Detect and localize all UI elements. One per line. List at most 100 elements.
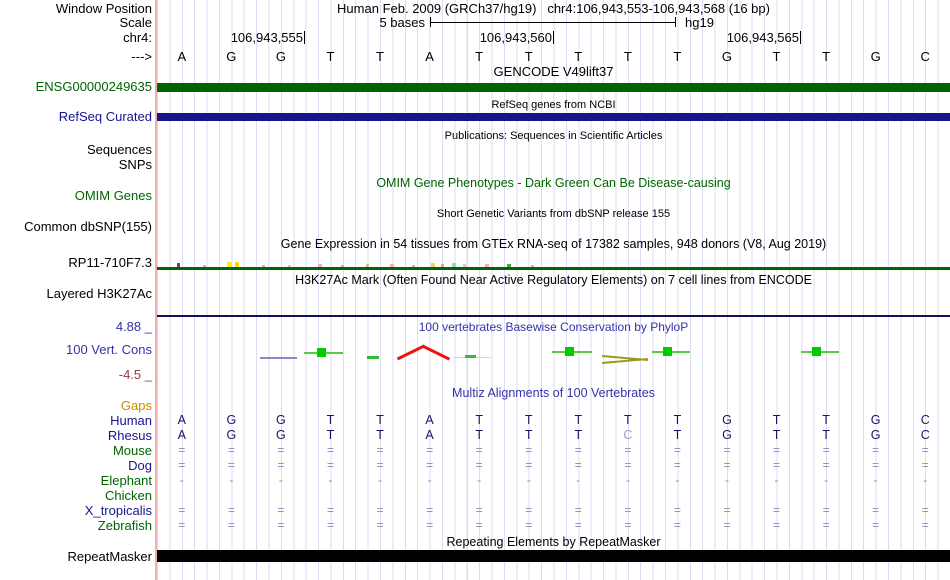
alignment-cell: = [426, 518, 434, 532]
gtex-gene-label[interactable]: RP11-710F7.3 [68, 255, 152, 270]
alignment-cell: G [870, 413, 881, 427]
species-label-elephant[interactable]: Elephant [100, 473, 152, 488]
alignment-cell: A [177, 428, 186, 442]
alignment-cell: = [574, 443, 582, 457]
sequence-base: G [721, 49, 733, 64]
alignment-cell: = [921, 518, 929, 532]
alignment-cell: = [574, 518, 582, 532]
multiz-track-title[interactable]: Multiz Alignments of 100 Vertebrates [452, 386, 655, 400]
alignment-cell: - [873, 473, 878, 487]
repeatmasker-track-title[interactable]: Repeating Elements by RepeatMasker [446, 535, 661, 549]
species-label-zebrafish[interactable]: Zebrafish [97, 518, 152, 533]
gtex-track-title[interactable]: Gene Expression in 54 tissues from GTEx … [280, 237, 827, 251]
alignment-cell: = [475, 458, 483, 472]
alignment-cell: T [772, 428, 781, 442]
layered-h3k27ac-label[interactable]: Layered H3K27Ac [46, 286, 152, 301]
alignment-cell: = [921, 503, 929, 517]
alignment-cell: = [277, 518, 285, 532]
snps-label[interactable]: SNPs [118, 157, 152, 172]
alignment-cell: = [574, 503, 582, 517]
alignment-cell: = [773, 503, 781, 517]
alignment-cell: G [226, 413, 237, 427]
species-label-chicken[interactable]: Chicken [105, 488, 152, 503]
sequence-base: G [226, 49, 237, 64]
conservation-track-title[interactable]: 100 vertebrates Basewise Conservation by… [418, 320, 689, 334]
gtex-expression-tick [262, 265, 265, 267]
alignment-cell: = [624, 518, 632, 532]
vert-cons-label[interactable]: 100 Vert. Cons [66, 342, 152, 357]
alignment-cell: = [723, 458, 731, 472]
alignment-cell: = [426, 458, 434, 472]
alignment-cell: T [624, 413, 632, 427]
dbsnp-track-title[interactable]: Short Genetic Variants from dbSNP releas… [436, 208, 671, 220]
alignment-cell: = [921, 458, 929, 472]
alignment-cell: T [673, 428, 682, 442]
conservation-glyph-hline [260, 357, 297, 359]
refseq-curated-label[interactable]: RefSeq Curated [58, 109, 152, 124]
alignment-cell: - [229, 473, 234, 487]
refseq-gene-bar[interactable] [157, 113, 950, 121]
alignment-cell: = [822, 518, 830, 532]
gencode-gene-bar[interactable] [157, 83, 950, 92]
gtex-expression-tick [235, 262, 239, 267]
gtex-expression-tick [390, 264, 394, 267]
sequence-base: T [623, 49, 632, 64]
species-label-dog[interactable]: Dog [128, 458, 152, 473]
sequence-base: A [177, 49, 187, 64]
coordinate-tick [304, 31, 305, 44]
refseq-track-title[interactable]: RefSeq genes from NCBI [491, 99, 616, 111]
species-label-rhesus[interactable]: Rhesus [107, 428, 152, 443]
species-label-gaps[interactable]: Gaps [120, 398, 152, 413]
alignment-cell: T [822, 428, 830, 442]
sequence-base: A [425, 49, 434, 64]
repeatmasker-element-bar[interactable] [157, 550, 950, 562]
gtex-gene-line[interactable] [157, 267, 950, 270]
arch-leg [422, 344, 451, 361]
alignment-cell: - [774, 473, 779, 487]
alignment-cell: = [376, 503, 384, 517]
conservation-track-topline [157, 315, 950, 317]
alignment-cell: = [178, 518, 186, 532]
gencode-gene-label[interactable]: ENSG00000249635 [35, 79, 152, 94]
h3k27ac-track-title[interactable]: H3K27Ac Mark (Often Found Near Active Re… [295, 273, 812, 287]
sequence-base: T [524, 49, 533, 64]
alignment-cell: T [524, 413, 533, 427]
assembly-name-label: hg19 [685, 15, 714, 30]
alignment-cell: = [723, 503, 731, 517]
alignment-cell: = [872, 458, 880, 472]
alignment-cell: T [772, 413, 781, 427]
scale-bases-label: 5 bases [379, 15, 425, 30]
publications-track-title[interactable]: Publications: Sequences in Scientific Ar… [444, 130, 663, 142]
gtex-expression-tick [203, 265, 206, 267]
common-dbsnp-label[interactable]: Common dbSNP(155) [24, 219, 152, 234]
alignment-cell: - [278, 473, 283, 487]
sequences-label[interactable]: Sequences [86, 142, 152, 157]
species-label-mouse[interactable]: Mouse [112, 443, 152, 458]
alignment-cell: G [276, 428, 286, 442]
chromosome-label: chr4: [123, 30, 152, 45]
repeatmasker-label[interactable]: RepeatMasker [67, 549, 152, 564]
conservation-glyph-square [317, 348, 326, 357]
alignment-cell: = [227, 443, 235, 457]
conservation-glyph-square [663, 347, 672, 356]
scale-label: Scale [119, 15, 152, 30]
species-label-x_tropicalis[interactable]: X_tropicalis [84, 503, 152, 518]
alignment-cell: = [673, 503, 681, 517]
omim-track-title[interactable]: OMIM Gene Phenotypes - Dark Green Can Be… [376, 176, 731, 190]
scale-ruler-left-tick [430, 17, 431, 27]
alignment-cell: = [624, 458, 632, 472]
alignment-cell: = [525, 458, 533, 472]
alignment-cell: = [227, 458, 235, 472]
omim-genes-label[interactable]: OMIM Genes [74, 188, 152, 203]
gencode-track-title[interactable]: GENCODE V49lift37 [493, 64, 614, 79]
species-label-human[interactable]: Human [110, 413, 152, 428]
alignment-cell: = [723, 518, 731, 532]
assembly-position-title: Human Feb. 2009 (GRCh37/hg19) chr4:106,9… [337, 1, 770, 16]
alignment-cell: = [822, 458, 830, 472]
gtex-expression-tick [431, 263, 435, 267]
alignment-cell: = [277, 503, 285, 517]
alignment-cell: T [574, 428, 583, 442]
gtex-expression-tick [366, 264, 369, 267]
alignment-cell: - [477, 473, 482, 487]
